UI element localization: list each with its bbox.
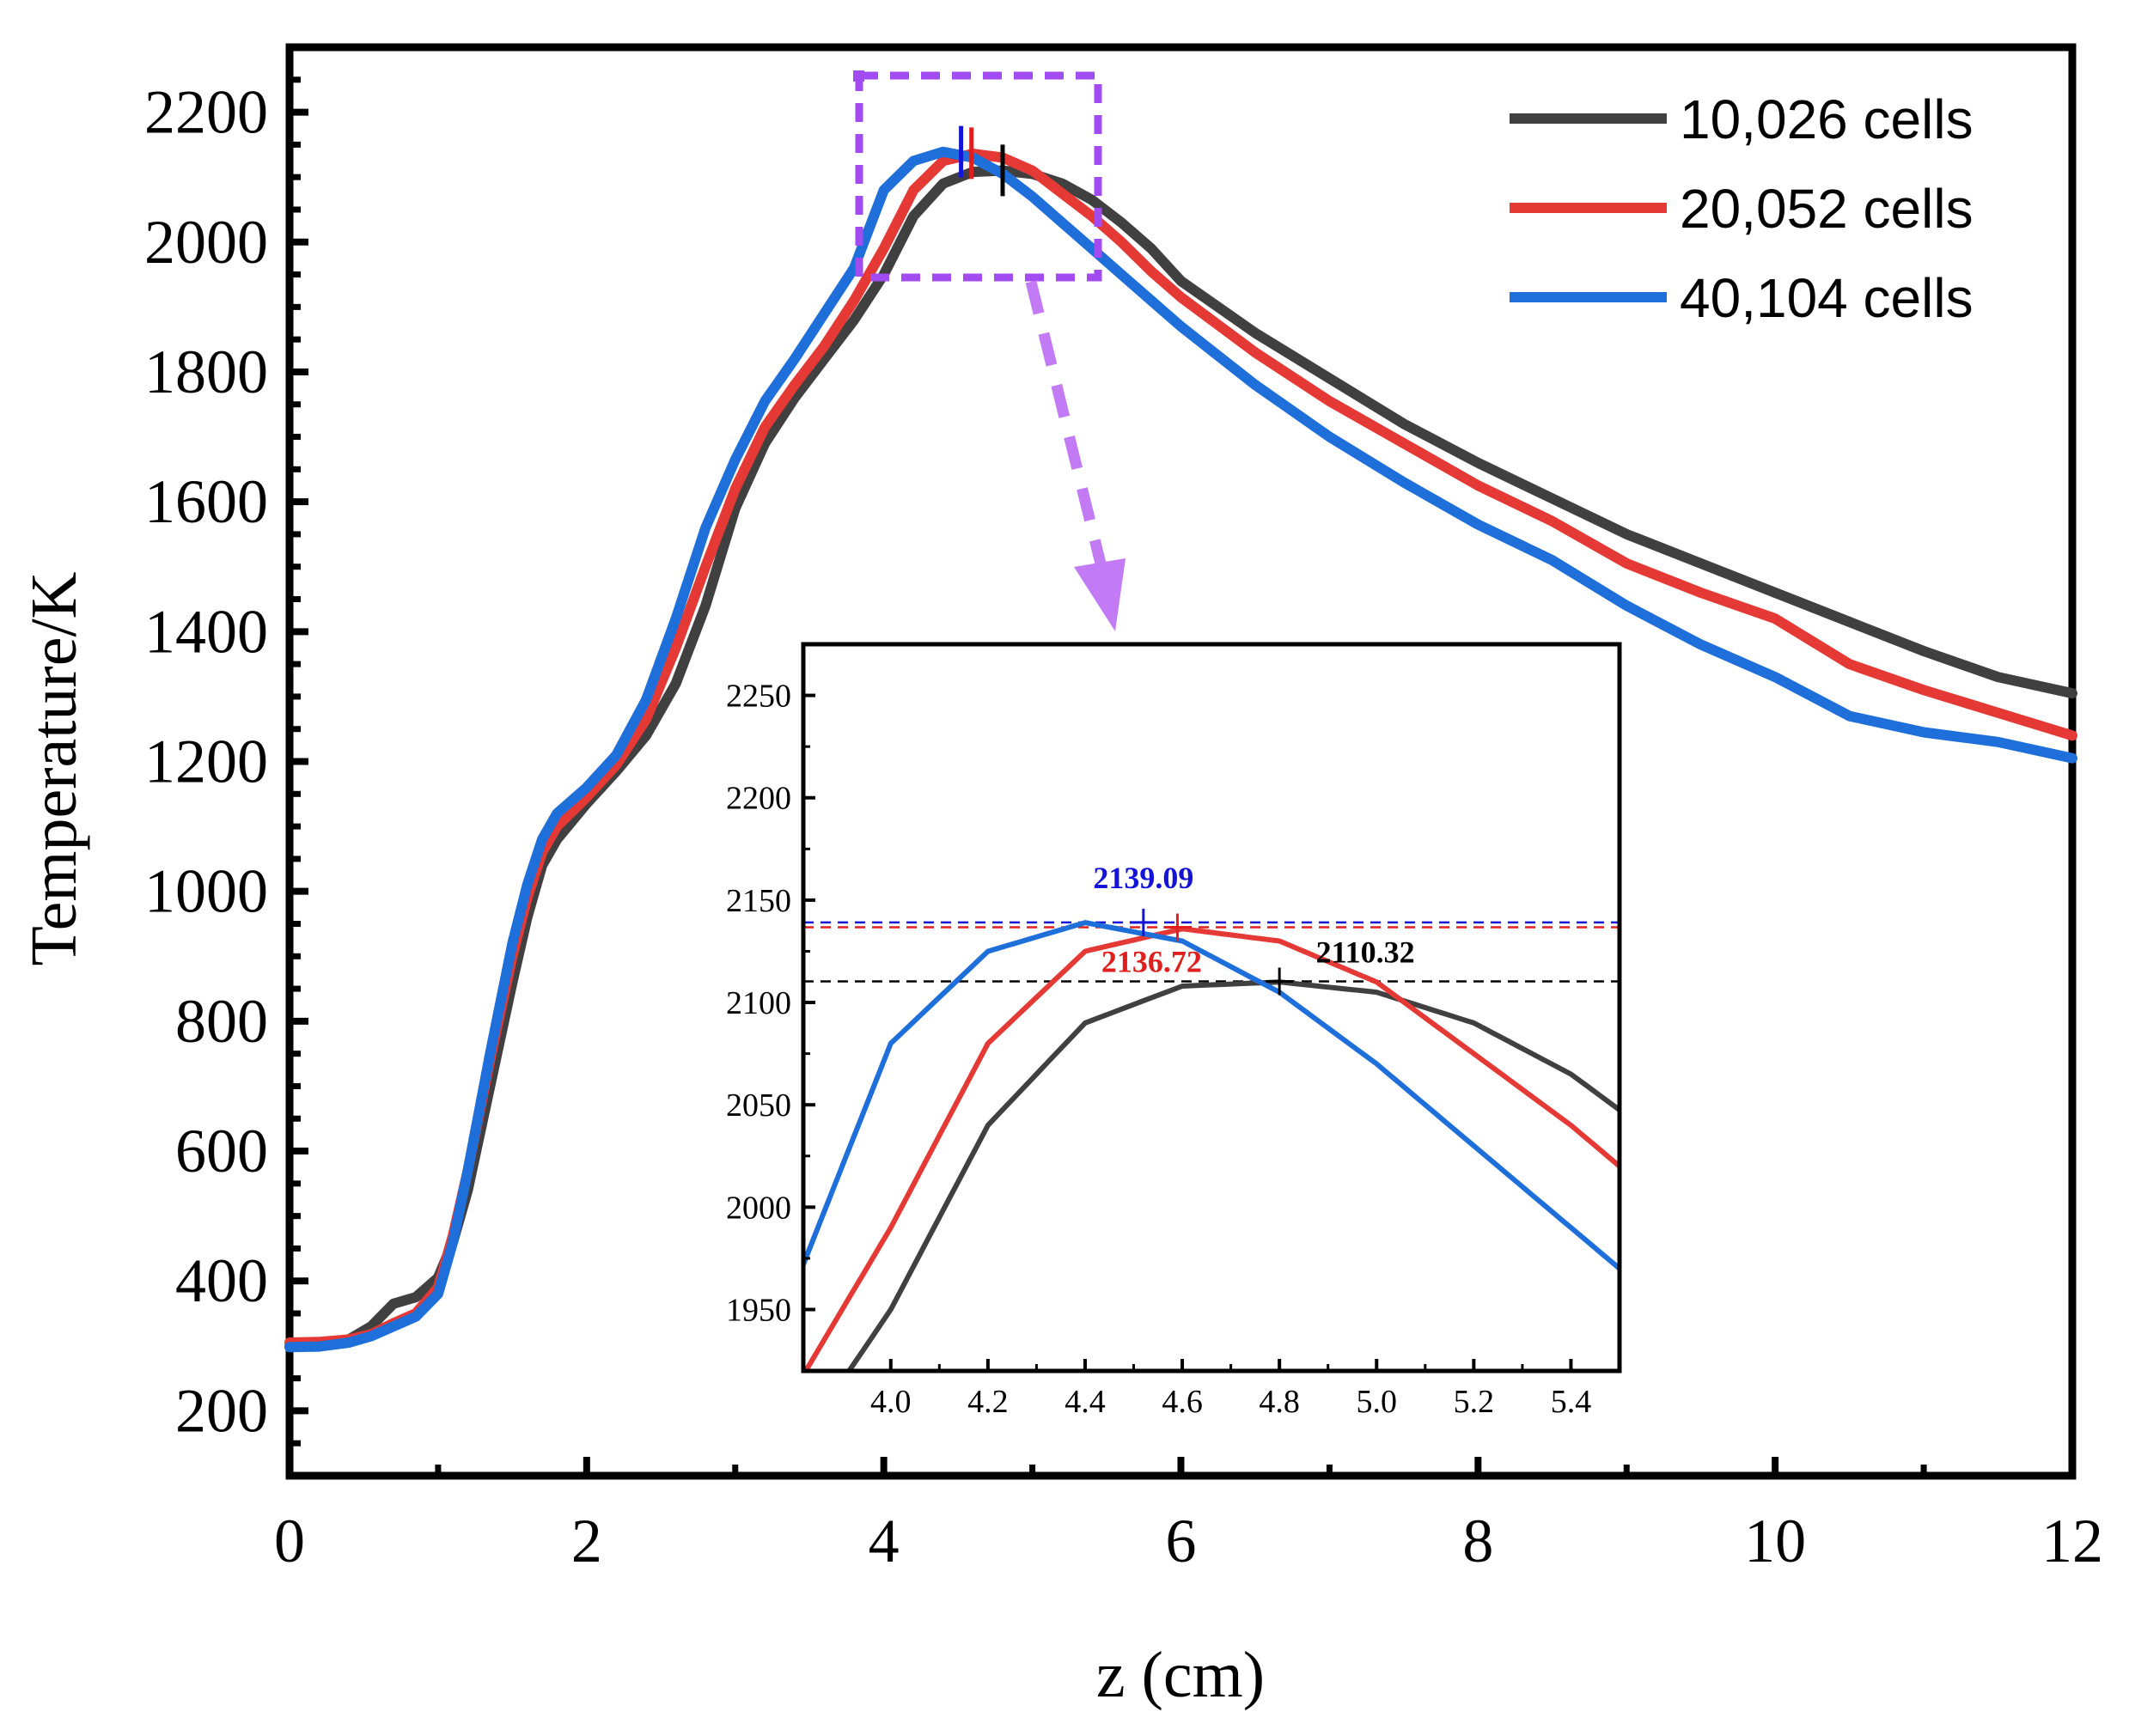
zoom-arrow-head bbox=[1074, 558, 1126, 631]
inset-x-tick-label: 4.2 bbox=[967, 1384, 1009, 1420]
x-tick-label: 12 bbox=[2041, 1507, 2103, 1575]
y-tick-label: 1000 bbox=[144, 857, 268, 926]
x-tick-label: 10 bbox=[1744, 1507, 1806, 1575]
y-tick-label: 600 bbox=[175, 1117, 268, 1185]
inset-x-tick-label: 4.4 bbox=[1064, 1384, 1106, 1420]
zoom-corner-marker bbox=[853, 70, 864, 82]
inset-y-tick-label: 2100 bbox=[726, 985, 791, 1021]
legend: 10,026 cells 20,052 cells 40,104 cells bbox=[1510, 88, 1973, 329]
inset-x-tick-label: 5.2 bbox=[1454, 1384, 1495, 1420]
x-tick-label: 8 bbox=[1462, 1507, 1493, 1575]
inset-peak-annotations: 2139.09 2136.72 2110.32 bbox=[1093, 861, 1415, 996]
x-tick-label: 0 bbox=[274, 1507, 305, 1575]
inset-peak-label-0: 2139.09 bbox=[1093, 861, 1193, 895]
zoom-region-box bbox=[855, 71, 1102, 282]
inset-series-layer bbox=[803, 920, 1620, 1371]
y-tick-label: 1200 bbox=[144, 728, 268, 796]
y-axis-ticks: 200 400 600 800 1000 1200 1400 1600 1800 2000 2200 bbox=[144, 76, 308, 1447]
inset-y-tick-label: 2050 bbox=[726, 1087, 791, 1124]
inset-y-ticks: 1950 2000 2050 2100 2150 2200 2250 bbox=[726, 679, 815, 1329]
legend-label-40104: 40,104 cells bbox=[1680, 267, 1973, 329]
y-tick-label: 200 bbox=[175, 1376, 268, 1445]
inset-frame bbox=[801, 642, 1622, 1374]
inset-x-ticks: 4.0 4.2 4.4 4.6 4.8 5.0 5.2 5.4 bbox=[870, 1359, 1591, 1420]
inset-x-tick-label: 5.0 bbox=[1357, 1384, 1398, 1420]
legend-label-10026: 10,026 cells bbox=[1680, 88, 1973, 150]
x-tick-label: 6 bbox=[1166, 1507, 1197, 1575]
inset-x-tick-label: 4.6 bbox=[1162, 1384, 1203, 1420]
inset-y-tick-label: 2150 bbox=[726, 883, 791, 919]
inset-y-tick-label: 2200 bbox=[726, 781, 791, 817]
x-tick-label: 4 bbox=[869, 1507, 900, 1575]
y-tick-label: 400 bbox=[175, 1246, 268, 1315]
series-layer bbox=[284, 125, 2077, 1353]
y-tick-label: 1800 bbox=[144, 338, 268, 406]
inset-x-tick-label: 5.4 bbox=[1551, 1384, 1592, 1420]
inset-y-tick-label: 2000 bbox=[726, 1190, 791, 1226]
y-tick-label: 800 bbox=[175, 987, 268, 1056]
zoom-arrow-shaft bbox=[1025, 280, 1107, 569]
inset-background bbox=[803, 644, 1620, 1371]
inset-series-line-2 bbox=[803, 920, 1620, 1272]
inset-y-tick-label: 1950 bbox=[726, 1293, 791, 1329]
x-axis-title: z (cm) bbox=[1096, 1639, 1265, 1711]
inset-x-tick-label: 4.0 bbox=[870, 1384, 912, 1420]
series-line-2 bbox=[284, 146, 2077, 1353]
y-tick-label: 1400 bbox=[144, 597, 268, 666]
inset-chart: 4.0 4.2 4.4 4.6 4.8 5.0 5.2 5.4 1950 2000 2050 210… bbox=[726, 642, 1622, 1420]
inset-y-tick-label: 2250 bbox=[726, 679, 791, 715]
y-tick-label: 2000 bbox=[144, 208, 268, 277]
inset-peak-label-1: 2136.72 bbox=[1101, 945, 1202, 979]
inset-x-tick-label: 4.8 bbox=[1259, 1384, 1300, 1420]
y-tick-label: 2200 bbox=[144, 78, 268, 147]
inset-peak-label-2: 2110.32 bbox=[1316, 935, 1415, 969]
y-tick-label: 1600 bbox=[144, 467, 268, 536]
inset-series-line-1 bbox=[803, 926, 1620, 1371]
legend-label-20052: 20,052 cells bbox=[1680, 178, 1973, 240]
x-axis-ticks: 0 2 4 6 8 10 12 bbox=[274, 1457, 2103, 1575]
y-axis-title: Temperature/K bbox=[18, 571, 90, 965]
inset-series-line-0 bbox=[845, 979, 1620, 1371]
x-tick-label: 2 bbox=[571, 1507, 602, 1575]
